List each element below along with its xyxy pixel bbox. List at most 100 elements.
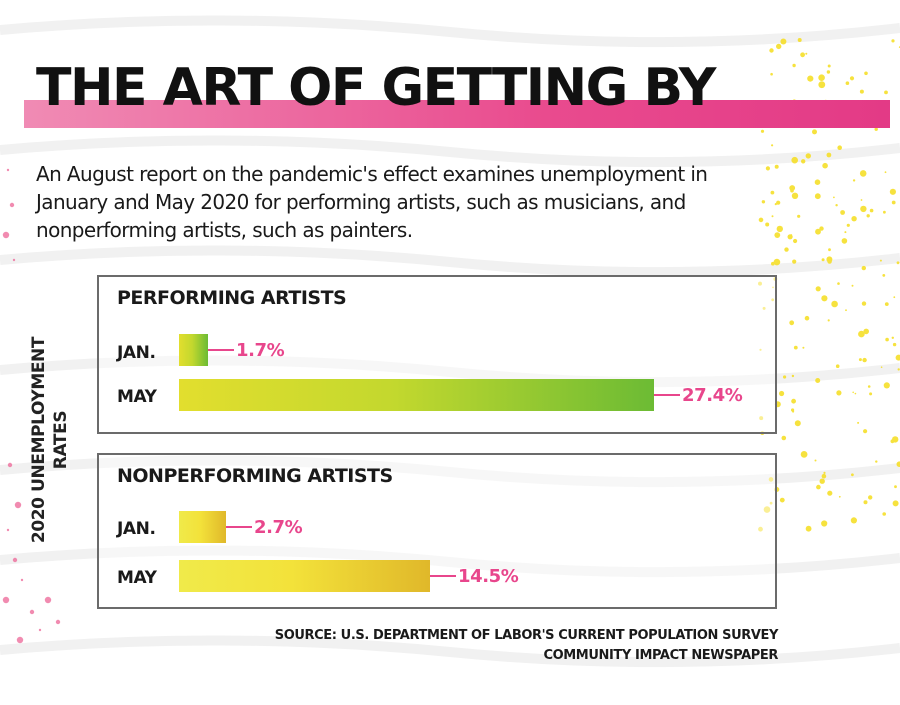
paint-splatter-dot [859, 89, 864, 94]
paint-splatter-dot [831, 300, 838, 308]
source-line: SOURCE: U.S. DEPARTMENT OF LABOR'S CURRE… [274, 628, 779, 643]
paint-splatter-dot [758, 217, 764, 223]
data-label: 27.4% [682, 385, 743, 406]
paint-splatter-dot [770, 72, 773, 76]
paint-splatter-dot [776, 225, 783, 233]
paint-splatter-dot [833, 196, 835, 199]
paint-splatter-dot [892, 500, 899, 507]
paint-splatter-dot [772, 286, 774, 289]
paint-splatter-dot [846, 223, 850, 227]
paint-splatter-dot [797, 38, 802, 42]
paint-splatter-dot [885, 337, 889, 342]
paint-splatter-dot [840, 210, 845, 215]
paint-splatter-dot [802, 346, 805, 349]
paint-splatter-dot [882, 512, 886, 516]
paint-splatter-dot [860, 199, 863, 201]
paint-splatter-dot [849, 76, 855, 81]
paint-splatter-dot [826, 70, 831, 74]
paint-splatter-dot [791, 192, 799, 199]
value-leader-line [654, 394, 680, 396]
paint-splatter-dot [762, 306, 766, 310]
paint-splatter-dot [869, 392, 873, 396]
paint-splatter-dot [6, 528, 10, 532]
paint-splatter-dot [837, 145, 842, 150]
paint-splatter-dot [769, 48, 774, 53]
paint-splatter-dot [844, 231, 847, 234]
paint-splatter-dot [854, 392, 857, 395]
y-axis-label-line2: RATES [51, 410, 71, 470]
paint-splatter-dot [804, 315, 810, 321]
data-label: 1.7% [236, 340, 285, 361]
paint-splatter-dot [774, 164, 779, 169]
paint-splatter-dot [781, 435, 787, 441]
paint-splatter-dot [891, 336, 894, 339]
paint-splatter-dot [821, 520, 828, 527]
paint-splatter-dot [822, 162, 828, 169]
paint-splatter-dot [771, 261, 775, 266]
paint-splatter-dot [814, 459, 817, 462]
panel-title: NONPERFORMING ARTISTS [117, 465, 393, 487]
paint-splatter-dot [845, 81, 850, 85]
paint-splatter-dot [827, 259, 832, 264]
paint-splatter-dot [761, 200, 766, 204]
paint-splatter-dot [850, 517, 858, 524]
paint-splatter-dot [779, 497, 785, 503]
data-label: 2.7% [254, 517, 303, 538]
paint-splatter-dot [857, 421, 860, 424]
paint-splatter-dot [821, 473, 827, 479]
paint-splatter-dot [891, 200, 896, 205]
paint-splatter-dot [827, 64, 831, 68]
performing-artists-panel: PERFORMING ARTISTS JAN. 1.7% MAY 27.4% [97, 275, 777, 434]
paint-splatter-dot [827, 490, 833, 496]
paint-splatter-dot [852, 391, 854, 394]
paint-splatter-dot [758, 281, 762, 286]
paint-splatter-dot [20, 578, 24, 582]
paint-splatter-dot [845, 309, 847, 312]
paint-splatter-dot [776, 200, 781, 205]
paint-splatter-dot [769, 501, 773, 505]
paint-splatter-dot [879, 259, 882, 262]
paint-splatter-dot [894, 485, 897, 489]
paint-splatter-dot [794, 420, 801, 427]
paint-splatter-dot [858, 358, 862, 362]
nonperforming-artists-panel: NONPERFORMING ARTISTS JAN. 2.7% MAY 14.5… [97, 453, 777, 609]
paint-splatter-dot [790, 234, 793, 236]
paint-splatter-dot [789, 320, 795, 326]
paint-splatter-dot [851, 216, 857, 222]
paint-splatter-dot [12, 258, 16, 262]
paint-splatter-dot [763, 506, 771, 513]
paint-splatter-dot [791, 408, 795, 412]
title-highlight-band [24, 100, 890, 128]
paint-splatter-dot [771, 144, 774, 147]
intro-text: An August report on the pandemic's effec… [36, 162, 708, 242]
paint-splatter-dot [866, 214, 870, 218]
paint-splatter-dot [875, 460, 878, 463]
paint-splatter-dot [821, 258, 825, 262]
paint-splatter-dot [895, 354, 900, 361]
paint-splatter-dot [893, 296, 896, 299]
paint-splatter-dot [29, 609, 35, 615]
paint-splatter-dot [884, 302, 889, 306]
paint-splatter-dot [14, 501, 22, 509]
paint-splatter-dot [771, 215, 774, 218]
paint-splatter-dot [863, 500, 868, 505]
paint-splatter-dot [760, 129, 765, 133]
paint-splatter-dot [790, 188, 794, 193]
paint-splatter-dot [863, 429, 868, 434]
paint-splatter-dot [55, 619, 61, 625]
paint-splatter-dot [2, 231, 10, 239]
paint-splatter-dot [884, 90, 888, 95]
paint-splatter-dot [862, 357, 867, 363]
paint-splatter-dot [837, 282, 840, 285]
value-leader-line [430, 575, 456, 577]
paint-splatter-dot [791, 374, 795, 378]
paint-splatter-dot [861, 301, 867, 306]
paint-splatter-dot [805, 525, 812, 532]
paint-splatter-dot [9, 202, 15, 208]
paint-splatter-dot [805, 153, 811, 159]
paint-splatter-dot [858, 330, 865, 338]
paint-splatter-dot [783, 375, 787, 379]
category-label: JAN. [117, 343, 156, 363]
paint-splatter-dot [815, 286, 821, 292]
